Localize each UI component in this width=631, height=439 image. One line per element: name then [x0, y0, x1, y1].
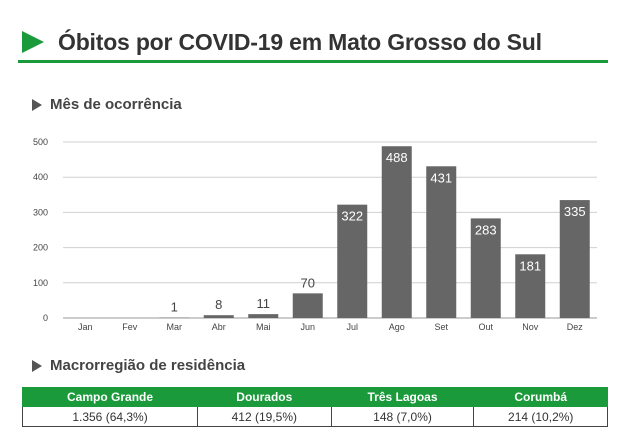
- page-title: Óbitos por COVID-19 em Mato Grosso do Su…: [58, 28, 542, 55]
- data-label: 283: [475, 222, 497, 237]
- bar: [515, 254, 546, 318]
- x-tick-label: Nov: [522, 322, 539, 332]
- y-tick-label: 0: [43, 313, 48, 323]
- bar: [381, 146, 412, 318]
- play-arrow-icon: [22, 31, 44, 53]
- bar: [292, 293, 323, 318]
- y-tick-label: 100: [33, 278, 48, 288]
- page-title-row: Óbitos por COVID-19 em Mato Grosso do Su…: [22, 22, 542, 62]
- data-label: 11: [257, 296, 271, 311]
- bar: [248, 314, 279, 318]
- x-tick-label: Mar: [167, 322, 183, 332]
- data-label: 488: [386, 150, 408, 165]
- data-label: 431: [430, 170, 452, 185]
- x-tick-label: Abr: [212, 322, 226, 332]
- x-tick-label: Dez: [567, 322, 584, 332]
- table-cell: 214 (10,2%): [473, 406, 608, 427]
- region-section-title: Macrorregião de residência: [50, 357, 246, 374]
- table-header-cell: Corumbá: [473, 387, 608, 407]
- bar: [470, 218, 501, 318]
- data-label: 181: [519, 258, 541, 273]
- table-header-cell: Dourados: [197, 387, 332, 407]
- x-tick-label: Jul: [346, 322, 358, 332]
- table-row: 1.356 (64,3%) 412 (19,5%) 148 (7,0%) 214…: [21, 406, 608, 427]
- month-section-title: Mês de ocorrência: [50, 96, 182, 113]
- table-cell: 148 (7,0%): [330, 406, 475, 427]
- y-tick-label: 200: [33, 243, 48, 253]
- bar: [337, 204, 368, 318]
- x-tick-label: Jan: [78, 322, 93, 332]
- x-tick-label: Out: [478, 322, 493, 332]
- data-label: 1: [171, 300, 178, 315]
- region-section-header: Macrorregião de residência: [32, 357, 245, 374]
- title-divider: [18, 60, 608, 63]
- monthly-deaths-chart: 0 100 200 300 400 500 Jan Fev Mar 1 Abr 8 Mai 11 Jun 70…: [33, 137, 597, 332]
- x-tick-label: Fev: [122, 322, 138, 332]
- table-cell: 412 (19,5%): [197, 406, 332, 427]
- y-tick-label: 400: [33, 172, 48, 182]
- data-label: 8: [215, 297, 222, 312]
- y-tick-label: 500: [33, 137, 48, 147]
- data-label: 335: [564, 204, 586, 219]
- data-label: 70: [301, 275, 315, 290]
- month-section-header: Mês de ocorrência: [32, 96, 182, 113]
- table-header-row: Campo Grande Dourados Três Lagoas Corumb…: [21, 387, 608, 407]
- bar: [559, 200, 590, 318]
- x-tick-label: Jun: [300, 322, 315, 332]
- table-header-cell: Campo Grande: [21, 387, 199, 407]
- macroregion-table: Campo Grande Dourados Três Lagoas Corumb…: [21, 387, 608, 427]
- data-label: 322: [341, 209, 363, 224]
- section-arrow-icon: [32, 98, 42, 111]
- section-arrow-icon: [32, 359, 42, 372]
- bar: [426, 166, 457, 318]
- x-tick-label: Set: [434, 322, 448, 332]
- y-tick-label: 300: [33, 207, 48, 217]
- bar: [203, 315, 234, 318]
- x-tick-label: Mai: [256, 322, 271, 332]
- table-cell: 1.356 (64,3%): [21, 406, 199, 427]
- x-tick-label: Ago: [389, 322, 405, 332]
- table-header-cell: Três Lagoas: [330, 387, 475, 407]
